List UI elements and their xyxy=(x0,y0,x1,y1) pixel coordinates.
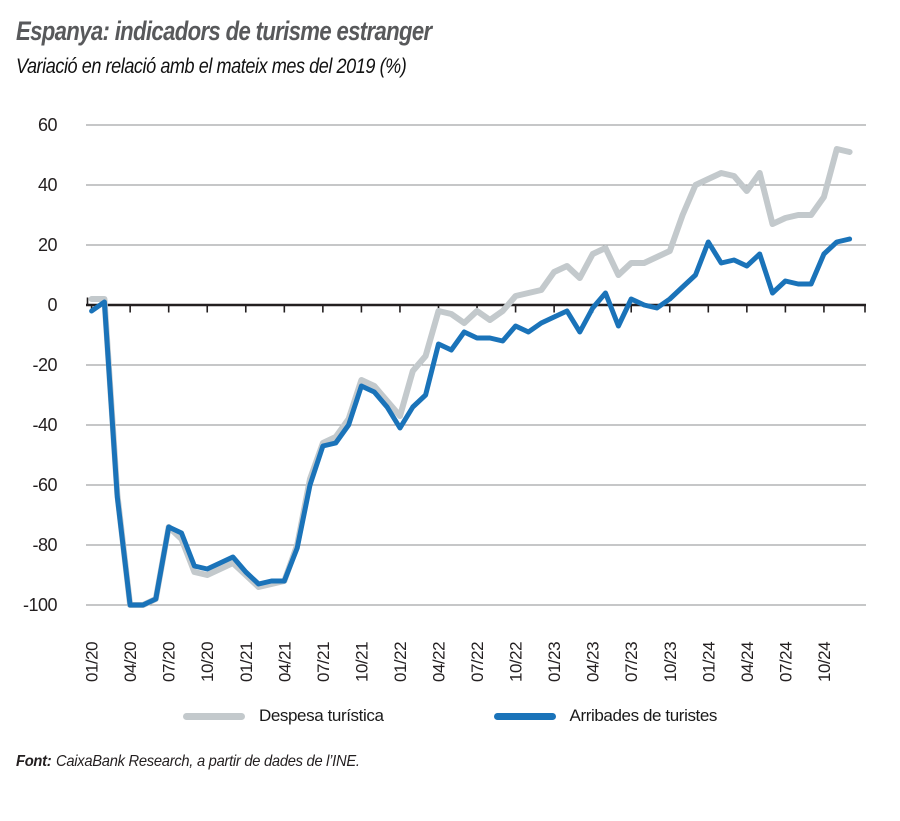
page-subtitle: Variació en relació amb el mateix mes de… xyxy=(16,55,407,78)
source-note: Font: CaixaBank Research, a partir de dad… xyxy=(16,753,360,771)
x-axis-label: 10/23 xyxy=(661,642,680,682)
page-title: Espanya: indicadors de turisme estranger xyxy=(16,16,432,46)
y-axis-label: -20 xyxy=(32,355,57,375)
y-axis-label: -60 xyxy=(32,475,57,495)
legend-label-arribades: Arribades de turistes xyxy=(569,706,718,725)
y-axis-label: -80 xyxy=(32,535,57,555)
x-axis-label: 07/23 xyxy=(622,642,641,682)
x-axis-label: 04/24 xyxy=(738,642,757,682)
tourism-line-chart: 60 40 20 0 -20 -40 -60 -80 -100 01/20 04/20 07/20 10… xyxy=(23,115,866,682)
series-line-arribades xyxy=(89,236,853,608)
y-axis-label: 40 xyxy=(38,175,58,195)
y-axis-label: 0 xyxy=(47,295,57,315)
series-line-despesa xyxy=(88,146,853,608)
legend-swatch-arribades xyxy=(493,712,556,720)
y-axis-label: -40 xyxy=(32,415,57,435)
source-text: CaixaBank Research, a partir de dades de… xyxy=(56,753,360,770)
x-axis-label: 10/24 xyxy=(815,642,834,682)
x-axis-label: 07/20 xyxy=(160,642,179,682)
x-axis-label: 10/21 xyxy=(352,642,371,682)
x-axis-label: 01/20 xyxy=(83,642,102,682)
legend-item-arribades: Arribades de turistes xyxy=(493,706,718,726)
x-axis-label: 01/21 xyxy=(237,642,256,682)
legend-label-despesa: Despesa turística xyxy=(258,706,384,725)
x-axis-label: 07/24 xyxy=(776,642,795,682)
x-axis-label: 07/22 xyxy=(468,642,487,682)
x-axis-label: 04/23 xyxy=(584,642,603,682)
x-axis-label: 01/23 xyxy=(545,642,564,682)
source-label: Font: xyxy=(16,753,52,770)
chart-legend: Despesa turística Arribades de turistes xyxy=(0,706,900,726)
x-axis-label: 07/21 xyxy=(314,642,333,682)
x-axis-label: 10/20 xyxy=(198,642,217,682)
x-axis-label: 04/20 xyxy=(121,642,140,682)
y-axis-label: -100 xyxy=(23,595,58,615)
x-axis-label: 10/22 xyxy=(507,642,526,682)
legend-item-despesa: Despesa turística xyxy=(182,706,384,726)
x-axis-label: 04/22 xyxy=(429,642,448,682)
x-axis-label: 01/22 xyxy=(391,642,410,682)
x-axis-label: 01/24 xyxy=(699,642,718,682)
y-axis-label: 20 xyxy=(38,235,58,255)
legend-swatch-despesa xyxy=(182,712,245,720)
x-axis-label: 04/21 xyxy=(275,642,294,682)
y-axis-label: 60 xyxy=(38,115,58,135)
